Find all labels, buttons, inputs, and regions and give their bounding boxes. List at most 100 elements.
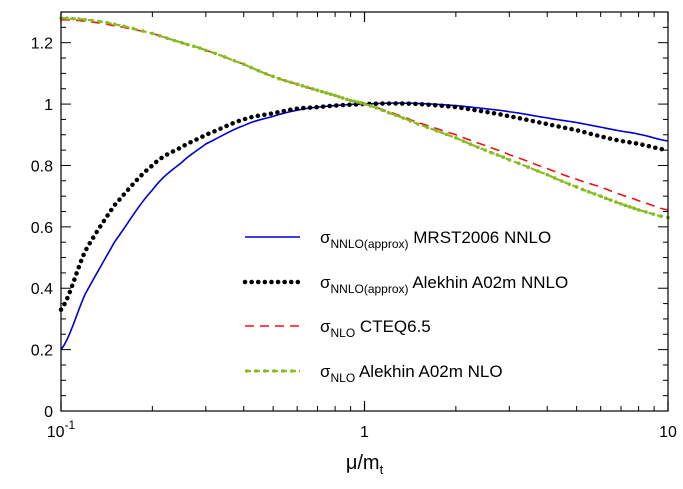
legend-symbol: σ xyxy=(320,362,331,381)
series-marker xyxy=(560,179,564,183)
legend-subscript: NNLO(approx) xyxy=(331,237,409,251)
legend-series-name: Alekhin A02m NLO xyxy=(355,362,502,381)
series-marker xyxy=(425,125,430,130)
series-marker xyxy=(71,16,75,21)
legend-subscript: NLO xyxy=(331,371,356,385)
series-marker xyxy=(580,187,585,192)
series-marker xyxy=(213,51,218,56)
series-marker xyxy=(300,83,305,88)
series-marker xyxy=(249,65,253,70)
series-marker xyxy=(516,161,521,166)
series-marker xyxy=(614,200,618,204)
series-marker xyxy=(368,104,373,108)
legend-label-2: σNNLO(approx) Alekhin A02m NNLO xyxy=(320,273,568,296)
x-axis-label: μ/mt xyxy=(346,452,384,477)
series-marker xyxy=(315,88,320,93)
legend-series-name: Alekhin A02m NNLO xyxy=(409,273,569,292)
series-marker xyxy=(444,132,449,137)
x-axis-label-main: μ/m xyxy=(346,452,380,474)
series-marker xyxy=(362,102,367,106)
y-tick-label: 0.4 xyxy=(31,281,53,298)
series-marker xyxy=(386,110,391,115)
series-marker xyxy=(310,87,315,91)
series-marker xyxy=(501,155,506,159)
x-tick-exponent: -1 xyxy=(65,418,76,432)
series-marker xyxy=(320,89,324,94)
series-marker xyxy=(232,58,237,63)
series-marker xyxy=(636,208,641,212)
series-marker xyxy=(344,97,349,102)
series-marker xyxy=(165,36,169,40)
series-marker xyxy=(627,205,632,209)
plot-frame xyxy=(60,11,669,412)
y-tick-label: 0.2 xyxy=(31,343,53,360)
series-marker xyxy=(83,17,87,22)
legend-marker xyxy=(281,369,285,373)
x-tick-label: 10 xyxy=(659,424,677,441)
series-marker xyxy=(476,145,480,150)
series-marker xyxy=(592,192,597,196)
legend-label-3: σNLO CTEQ6.5 xyxy=(320,317,431,340)
series-marker xyxy=(658,214,663,219)
series-marker xyxy=(603,196,608,201)
legend-symbol: σ xyxy=(320,228,331,247)
series-marker xyxy=(632,206,636,211)
legend-marker xyxy=(254,369,258,373)
legend: σNNLO(approx) MRST2006 NNLOσNNLO(approx)… xyxy=(242,228,568,385)
series-line-3 xyxy=(60,18,669,211)
series-marker xyxy=(394,113,398,118)
series-marker xyxy=(526,165,531,169)
y-tick-labels: 0 0.2 0.4 0.6 0.8 1 1.2 xyxy=(31,36,53,421)
series-marker xyxy=(295,82,299,86)
legend-symbol: σ xyxy=(320,273,331,292)
series-marker xyxy=(150,31,155,36)
series-line-2 xyxy=(58,101,671,312)
series-marker xyxy=(355,100,360,104)
legend-series-name: CTEQ6.5 xyxy=(355,317,431,336)
legend-marker xyxy=(272,369,276,373)
series-marker xyxy=(191,44,196,49)
series-marker xyxy=(408,119,413,123)
series-marker xyxy=(333,93,337,98)
x-tick-labels: 10-1 1 10 xyxy=(47,418,677,441)
series-marker xyxy=(65,16,69,21)
series-marker xyxy=(374,106,379,110)
tick-marks xyxy=(60,11,669,412)
series-marker xyxy=(352,99,356,104)
series-marker xyxy=(105,20,109,25)
legend-label-4: σNLO Alekhin A02m NLO xyxy=(320,362,503,385)
series-marker xyxy=(586,190,591,194)
series-marker xyxy=(172,38,177,43)
series-lines xyxy=(58,16,671,351)
series-marker xyxy=(271,74,275,79)
series-marker xyxy=(337,94,341,99)
series-marker xyxy=(263,71,268,76)
series-marker xyxy=(609,198,613,202)
y-tick-label: 1.2 xyxy=(31,36,53,53)
series-marker xyxy=(380,108,385,113)
series-marker xyxy=(461,139,466,143)
series-marker xyxy=(567,182,572,186)
y-tick-label: 0.6 xyxy=(31,220,53,237)
series-marker xyxy=(495,153,500,157)
series-marker xyxy=(651,212,656,216)
series-marker xyxy=(341,96,345,100)
legend-subscript: NNLO(approx) xyxy=(331,282,409,296)
series-marker xyxy=(179,40,184,45)
series-marker xyxy=(489,150,494,155)
legend-marker xyxy=(263,369,267,373)
series-marker xyxy=(112,22,117,27)
series-marker xyxy=(416,122,420,126)
x-tick-base: 1 xyxy=(360,424,369,441)
series-marker xyxy=(241,62,246,66)
series-marker xyxy=(204,48,208,53)
series-marker xyxy=(623,203,628,208)
series-marker xyxy=(401,116,406,120)
x-tick-label: 1 xyxy=(360,424,369,441)
legend-label-1: σNNLO(approx) MRST2006 NNLO xyxy=(320,228,551,251)
x-tick-base: 10 xyxy=(47,424,65,441)
series-marker xyxy=(483,148,488,152)
x-tick-base: 10 xyxy=(659,424,677,441)
series-line-1 xyxy=(60,102,669,351)
